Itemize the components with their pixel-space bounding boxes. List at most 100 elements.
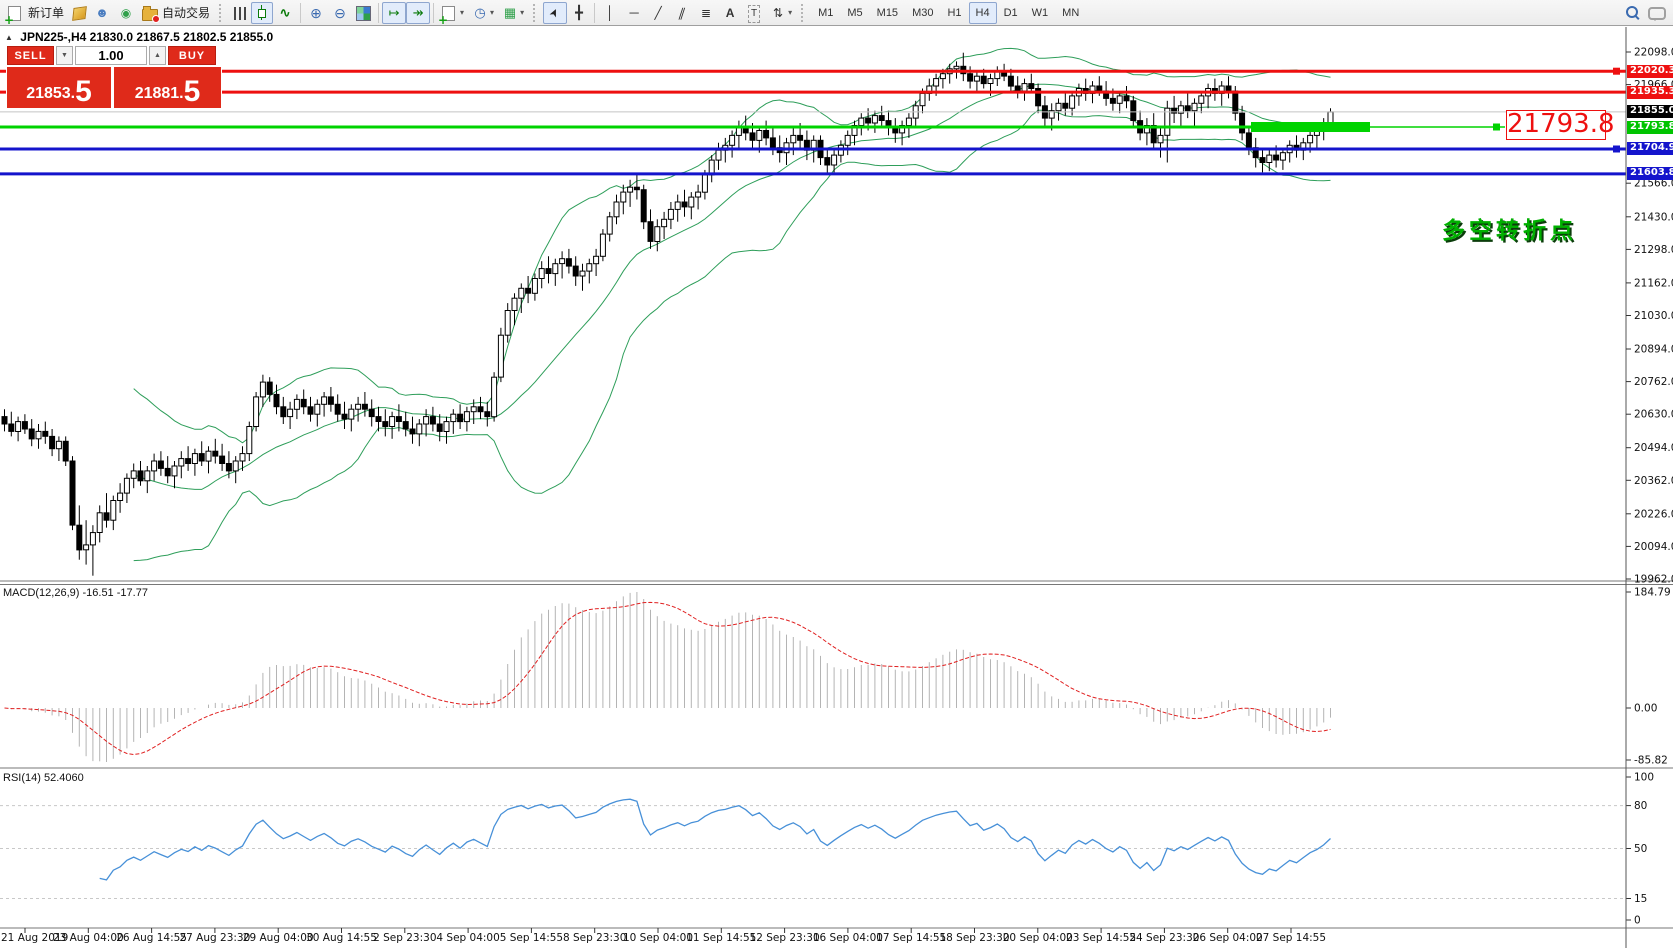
rsi-pane: 100 80 50 15 0 <box>0 772 1654 927</box>
sell-price[interactable]: 21853. 5 <box>7 67 111 108</box>
timeframe-m15-button[interactable]: M15 <box>870 2 905 24</box>
candles <box>1 52 1334 576</box>
svg-text:24 Sep 23:30: 24 Sep 23:30 <box>1129 932 1199 944</box>
horizontal-line-icon <box>626 5 642 21</box>
volume-input[interactable] <box>75 46 147 65</box>
zoom-out-button[interactable] <box>328 2 352 24</box>
line-chart-icon <box>277 5 293 21</box>
trendline-icon <box>650 5 666 21</box>
svg-text:29 Aug 04:00: 29 Aug 04:00 <box>243 932 314 944</box>
text-label-icon <box>746 5 762 21</box>
text-label-button[interactable] <box>742 2 766 24</box>
templates-button[interactable]: ▾ <box>498 2 528 24</box>
market-watch-button[interactable] <box>90 2 114 24</box>
svg-text:21430.0: 21430.0 <box>1634 211 1673 223</box>
one-click-trading-panel: SELL ▼ ▲ BUY 21853.5 21881.5 <box>6 45 222 109</box>
text-button[interactable] <box>718 2 742 24</box>
new-order-button[interactable]: 新订单 <box>3 2 68 26</box>
zoom-in-icon <box>308 5 324 21</box>
buy-button[interactable]: BUY <box>168 46 216 65</box>
chat-icon <box>1648 6 1666 21</box>
sell-button[interactable]: SELL <box>7 46 54 65</box>
cursor-button[interactable] <box>543 1 568 24</box>
svg-text:22098.0: 22098.0 <box>1634 47 1673 59</box>
svg-text:27 Aug 23:30: 27 Aug 23:30 <box>179 932 250 944</box>
svg-text:26 Aug 14:55: 26 Aug 14:55 <box>116 932 187 944</box>
bar-chart-button[interactable] <box>229 2 251 24</box>
vertical-line-icon <box>602 5 618 21</box>
zoom-out-icon <box>332 5 348 21</box>
cursor-icon <box>547 5 563 21</box>
signals-button[interactable] <box>114 2 138 24</box>
toolbar-grip <box>219 3 224 22</box>
svg-text:184.79: 184.79 <box>1634 587 1671 599</box>
svg-text:-85.82: -85.82 <box>1634 755 1668 767</box>
chat-button[interactable] <box>1644 2 1670 24</box>
metaeditor-icon <box>71 6 87 21</box>
volume-decrease-button[interactable]: ▼ <box>56 46 73 65</box>
toolbar-grip <box>533 3 538 22</box>
symbol-label: JPN225-,H4 <box>20 30 87 44</box>
signals-icon <box>118 5 134 21</box>
chevron-down-icon: ▾ <box>788 8 793 17</box>
toolbar-grip <box>801 3 806 22</box>
toolbar-separator <box>378 2 380 23</box>
fibonacci-icon <box>698 5 714 21</box>
svg-text:4 Sep 04:00: 4 Sep 04:00 <box>436 932 499 944</box>
chart-shift-button[interactable] <box>406 1 431 24</box>
svg-text:12 Sep 23:30: 12 Sep 23:30 <box>750 932 820 944</box>
svg-text:5 Sep 14:55: 5 Sep 14:55 <box>500 932 563 944</box>
svg-text:19962.0: 19962.0 <box>1634 574 1673 586</box>
chevron-down-icon: ▾ <box>490 8 495 17</box>
macd-pane-label: MACD(12,26,9) -16.51 -17.77 <box>3 587 148 599</box>
timeframe-w1-button[interactable]: W1 <box>1025 2 1056 24</box>
indicators-button[interactable]: ▾ <box>437 2 468 26</box>
crosshair-icon <box>571 5 587 21</box>
timeframe-d1-button[interactable]: D1 <box>997 2 1025 24</box>
timeframe-m30-button[interactable]: M30 <box>905 2 940 24</box>
price-tag-22020.3: 22020.3 <box>1627 64 1673 78</box>
trendline-button[interactable] <box>646 2 670 24</box>
fibonacci-button[interactable] <box>694 2 718 24</box>
svg-text:26 Sep 04:00: 26 Sep 04:00 <box>1193 932 1263 944</box>
indicators-icon <box>438 5 456 26</box>
search-icon <box>1625 5 1640 20</box>
chinese-annotation[interactable]: 多空转折点 <box>1442 217 1577 243</box>
search-button[interactable] <box>1621 2 1644 24</box>
autotrading-button[interactable]: 自动交易 <box>138 2 214 24</box>
timeframe-m5-button[interactable]: M5 <box>840 2 869 24</box>
svg-text:20494.0: 20494.0 <box>1634 442 1673 454</box>
line-chart-button[interactable] <box>273 2 297 24</box>
timeframe-h1-button[interactable]: H1 <box>940 2 968 24</box>
timeframe-mn-button[interactable]: MN <box>1055 2 1086 24</box>
vertical-line-button[interactable] <box>598 2 622 24</box>
toolbar-separator <box>300 2 302 23</box>
svg-text:10 Sep 04:00: 10 Sep 04:00 <box>623 932 693 944</box>
tile-windows-button[interactable] <box>352 2 375 24</box>
timeframe-m1-button[interactable]: M1 <box>811 2 840 24</box>
horizontal-line-button[interactable] <box>622 2 646 24</box>
arrows-button[interactable]: ▾ <box>766 2 796 24</box>
triangle-down-icon: ▼ <box>61 52 68 59</box>
svg-text:8 Sep 23:30: 8 Sep 23:30 <box>563 932 626 944</box>
volume-increase-button[interactable]: ▲ <box>149 46 166 65</box>
equidistant-channel-button[interactable] <box>670 2 694 24</box>
collapse-triangle-icon[interactable]: ▲ <box>5 33 13 42</box>
periods-button[interactable]: ▾ <box>468 2 498 24</box>
crosshair-button[interactable] <box>567 2 591 24</box>
price-tag-21935.3: 21935.3 <box>1627 85 1673 99</box>
key-level-label[interactable]: 21793.8 <box>1506 109 1615 140</box>
buy-price[interactable]: 21881. 5 <box>114 67 221 108</box>
candlestick-chart-button[interactable] <box>251 1 274 24</box>
timeframe-h4-button[interactable]: H4 <box>968 1 997 24</box>
zoom-in-button[interactable] <box>304 2 328 24</box>
auto-scroll-button[interactable] <box>382 1 407 24</box>
macd-pane: 184.79 0.00 -85.82 <box>4 587 1671 767</box>
svg-text:23 Aug 04:00: 23 Aug 04:00 <box>53 932 124 944</box>
axes[interactable]: 22098.021966.021566.021430.021298.021162… <box>0 27 1673 948</box>
metaeditor-button[interactable] <box>68 2 90 24</box>
svg-text:20362.0: 20362.0 <box>1634 475 1673 487</box>
toolbar-separator <box>433 2 435 23</box>
